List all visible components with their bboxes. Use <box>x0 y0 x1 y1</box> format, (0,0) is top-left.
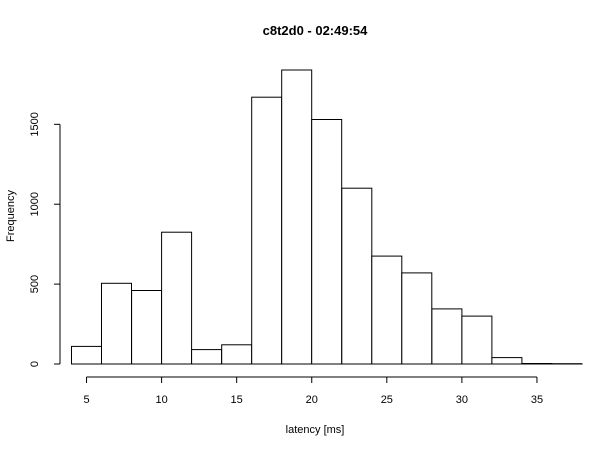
histogram-bar <box>281 69 313 365</box>
y-axis: 0 500 1000 1500 <box>29 112 61 367</box>
x-axis-label: latency [ms] <box>286 424 345 436</box>
histogram-bar <box>161 231 193 365</box>
x-tick-label: 35 <box>531 394 543 406</box>
x-tick-label: 5 <box>83 394 89 406</box>
x-tick-label: 30 <box>456 394 468 406</box>
x-axis: 5 10 15 20 25 30 35 <box>83 376 543 406</box>
histogram-bar <box>191 349 223 365</box>
histogram-bar <box>341 187 373 365</box>
x-tick-label: 10 <box>155 394 167 406</box>
y-tick-label: 1000 <box>29 192 41 216</box>
histogram-bar <box>491 357 523 365</box>
y-tick-label: 1500 <box>29 112 41 136</box>
histogram-bar <box>251 96 283 365</box>
histogram-bar <box>521 363 553 365</box>
histogram-bar <box>401 272 433 365</box>
histogram-bar <box>131 290 163 365</box>
histogram-bar <box>221 344 253 365</box>
histogram-bar <box>71 345 102 365</box>
histogram-bar <box>371 255 403 365</box>
x-tick-label: 25 <box>381 394 393 406</box>
chart-title: c8t2d0 - 02:49:54 <box>263 23 369 38</box>
histogram-bar <box>431 308 463 365</box>
histogram-bar <box>101 282 132 365</box>
x-tick-label: 15 <box>231 394 243 406</box>
y-tick-label: 0 <box>29 361 41 367</box>
x-tick-label: 20 <box>306 394 318 406</box>
histogram-bar <box>311 119 343 365</box>
y-axis-label: Frequency <box>5 190 17 242</box>
y-tick-label: 500 <box>29 275 41 293</box>
bars-group <box>71 69 583 365</box>
histogram-bar <box>461 315 493 365</box>
